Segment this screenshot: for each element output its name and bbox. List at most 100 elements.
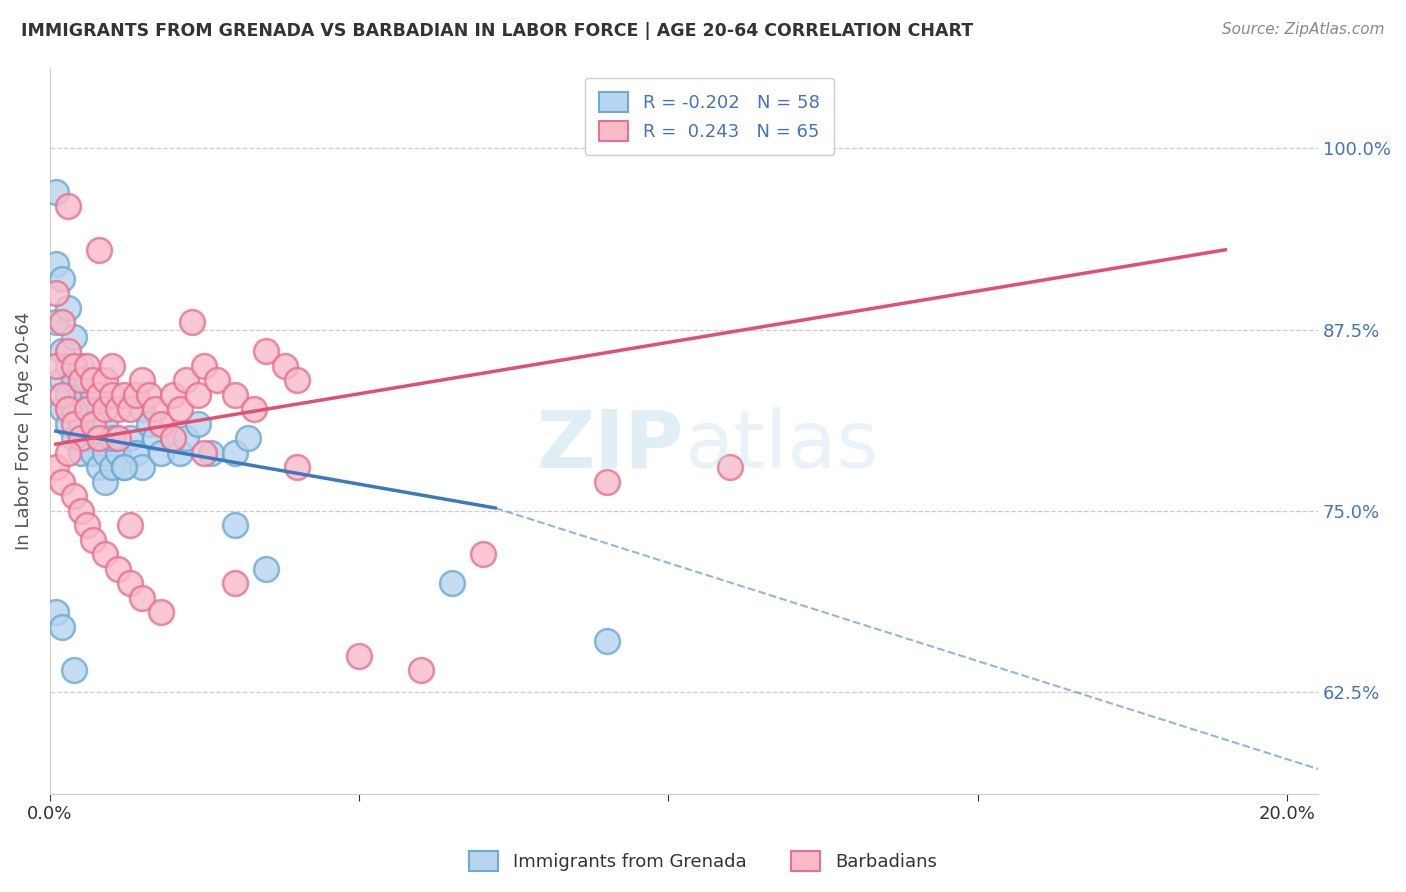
Point xyxy=(69,431,91,445)
Point xyxy=(94,547,117,561)
Point xyxy=(131,373,153,387)
Point xyxy=(58,301,80,315)
Point xyxy=(69,388,91,402)
Point xyxy=(224,388,246,402)
Point xyxy=(45,359,67,373)
Y-axis label: In Labor Force | Age 20-64: In Labor Force | Age 20-64 xyxy=(15,312,32,550)
Point xyxy=(112,460,135,475)
Point xyxy=(58,199,80,213)
Legend: R = -0.202   N = 58, R =  0.243   N = 65: R = -0.202 N = 58, R = 0.243 N = 65 xyxy=(585,78,834,155)
Point xyxy=(224,576,246,591)
Point xyxy=(224,446,246,460)
Point xyxy=(89,388,111,402)
Point xyxy=(58,446,80,460)
Point xyxy=(69,359,91,373)
Point xyxy=(131,591,153,605)
Point xyxy=(224,518,246,533)
Point xyxy=(162,431,184,445)
Text: ZIP: ZIP xyxy=(537,407,683,484)
Point xyxy=(94,402,117,417)
Point xyxy=(89,402,111,417)
Point xyxy=(471,547,494,561)
Point xyxy=(138,417,160,431)
Point xyxy=(143,402,166,417)
Point xyxy=(243,402,266,417)
Point xyxy=(440,576,463,591)
Point xyxy=(150,446,173,460)
Point xyxy=(125,388,148,402)
Point xyxy=(174,373,197,387)
Point xyxy=(200,446,222,460)
Point xyxy=(285,460,308,475)
Point xyxy=(58,388,80,402)
Point xyxy=(76,402,98,417)
Point xyxy=(45,185,67,199)
Point xyxy=(63,402,86,417)
Point xyxy=(143,431,166,445)
Point xyxy=(51,373,73,387)
Point xyxy=(125,446,148,460)
Point xyxy=(45,460,67,475)
Point xyxy=(82,388,104,402)
Point xyxy=(100,359,122,373)
Point xyxy=(254,344,277,359)
Point xyxy=(58,359,80,373)
Point xyxy=(718,460,741,475)
Point xyxy=(100,431,122,445)
Point xyxy=(187,388,209,402)
Point xyxy=(63,664,86,678)
Point xyxy=(89,431,111,445)
Text: atlas: atlas xyxy=(683,407,879,484)
Point xyxy=(169,446,191,460)
Point xyxy=(63,431,86,445)
Point xyxy=(82,417,104,431)
Point xyxy=(94,475,117,489)
Point xyxy=(138,388,160,402)
Point xyxy=(63,330,86,344)
Point xyxy=(45,286,67,301)
Point xyxy=(89,460,111,475)
Point xyxy=(120,402,142,417)
Point xyxy=(94,446,117,460)
Point xyxy=(45,315,67,329)
Point xyxy=(51,475,73,489)
Point xyxy=(107,446,129,460)
Point xyxy=(409,664,432,678)
Point xyxy=(69,373,91,387)
Point xyxy=(63,417,86,431)
Point xyxy=(76,518,98,533)
Point xyxy=(595,634,617,648)
Point xyxy=(76,431,98,445)
Point xyxy=(63,373,86,387)
Point xyxy=(58,402,80,417)
Point xyxy=(274,359,297,373)
Point xyxy=(51,315,73,329)
Point xyxy=(112,388,135,402)
Point xyxy=(100,460,122,475)
Point xyxy=(100,388,122,402)
Point xyxy=(107,431,129,445)
Point xyxy=(63,489,86,503)
Point xyxy=(150,417,173,431)
Point xyxy=(63,359,86,373)
Point xyxy=(69,417,91,431)
Point xyxy=(120,576,142,591)
Point xyxy=(51,272,73,286)
Point xyxy=(254,562,277,576)
Point xyxy=(162,431,184,445)
Point xyxy=(131,402,153,417)
Point xyxy=(94,373,117,387)
Point xyxy=(51,402,73,417)
Point xyxy=(89,243,111,257)
Point xyxy=(595,475,617,489)
Point xyxy=(45,257,67,271)
Point xyxy=(174,431,197,445)
Point xyxy=(51,388,73,402)
Point xyxy=(236,431,259,445)
Point xyxy=(89,431,111,445)
Point xyxy=(205,373,228,387)
Point xyxy=(285,373,308,387)
Point xyxy=(58,344,80,359)
Point xyxy=(107,402,129,417)
Point xyxy=(120,518,142,533)
